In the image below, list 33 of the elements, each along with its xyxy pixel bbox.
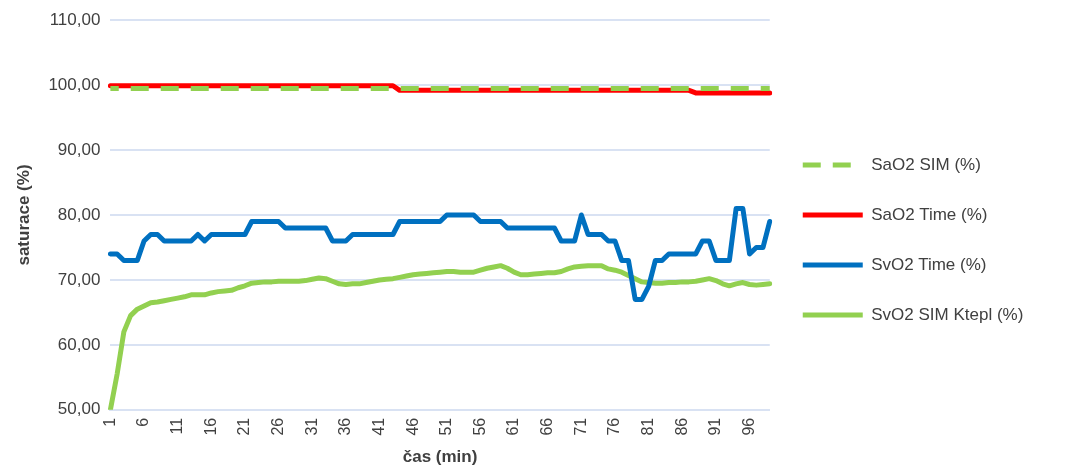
x-tick-label: 36 [336, 417, 354, 436]
x-tick-label: 76 [605, 417, 623, 436]
x-tick-label: 91 [706, 417, 724, 436]
y-tick-label: 70,00 [57, 269, 101, 289]
y-tick-label: 50,00 [57, 399, 101, 419]
x-tick-label: 11 [168, 417, 186, 435]
y-tick-label: 110,00 [49, 9, 101, 29]
x-tick-label: 26 [269, 417, 286, 436]
legend-label: SvO2 SIM Ktepl (%) [871, 304, 1024, 324]
y-tick-label: 90,00 [57, 139, 101, 159]
x-tick-label: 71 [571, 417, 589, 436]
x-tick-label: 6 [134, 417, 152, 427]
x-tick-label: 56 [470, 417, 488, 436]
x-tick-label: 61 [504, 417, 522, 436]
y-tick-label: 100,00 [48, 74, 101, 94]
x-tick-label: 31 [302, 417, 320, 436]
x-axis-title: čas (min) [402, 447, 478, 467]
x-tick-label: 41 [369, 417, 387, 436]
x-tick-label: 86 [672, 417, 690, 436]
x-tick-label: 96 [739, 417, 757, 436]
legend-label: SaO2 SIM (%) [871, 154, 981, 174]
x-tick-label: 66 [538, 417, 556, 436]
x-tick-label: 81 [639, 417, 657, 436]
y-axis-title: saturace (%) [13, 164, 33, 266]
x-tick-label: 16 [201, 417, 219, 436]
legend-label: SvO2 Time (%) [871, 254, 987, 274]
x-tick-label: 1 [100, 417, 118, 427]
x-tick-label: 21 [235, 417, 253, 436]
y-tick-label: 80,00 [57, 204, 101, 224]
x-tick-label: 51 [437, 417, 455, 436]
legend-label: SaO2 Time (%) [871, 204, 988, 224]
x-tick-label: 46 [403, 417, 421, 436]
y-tick-label: 60,00 [57, 334, 101, 354]
